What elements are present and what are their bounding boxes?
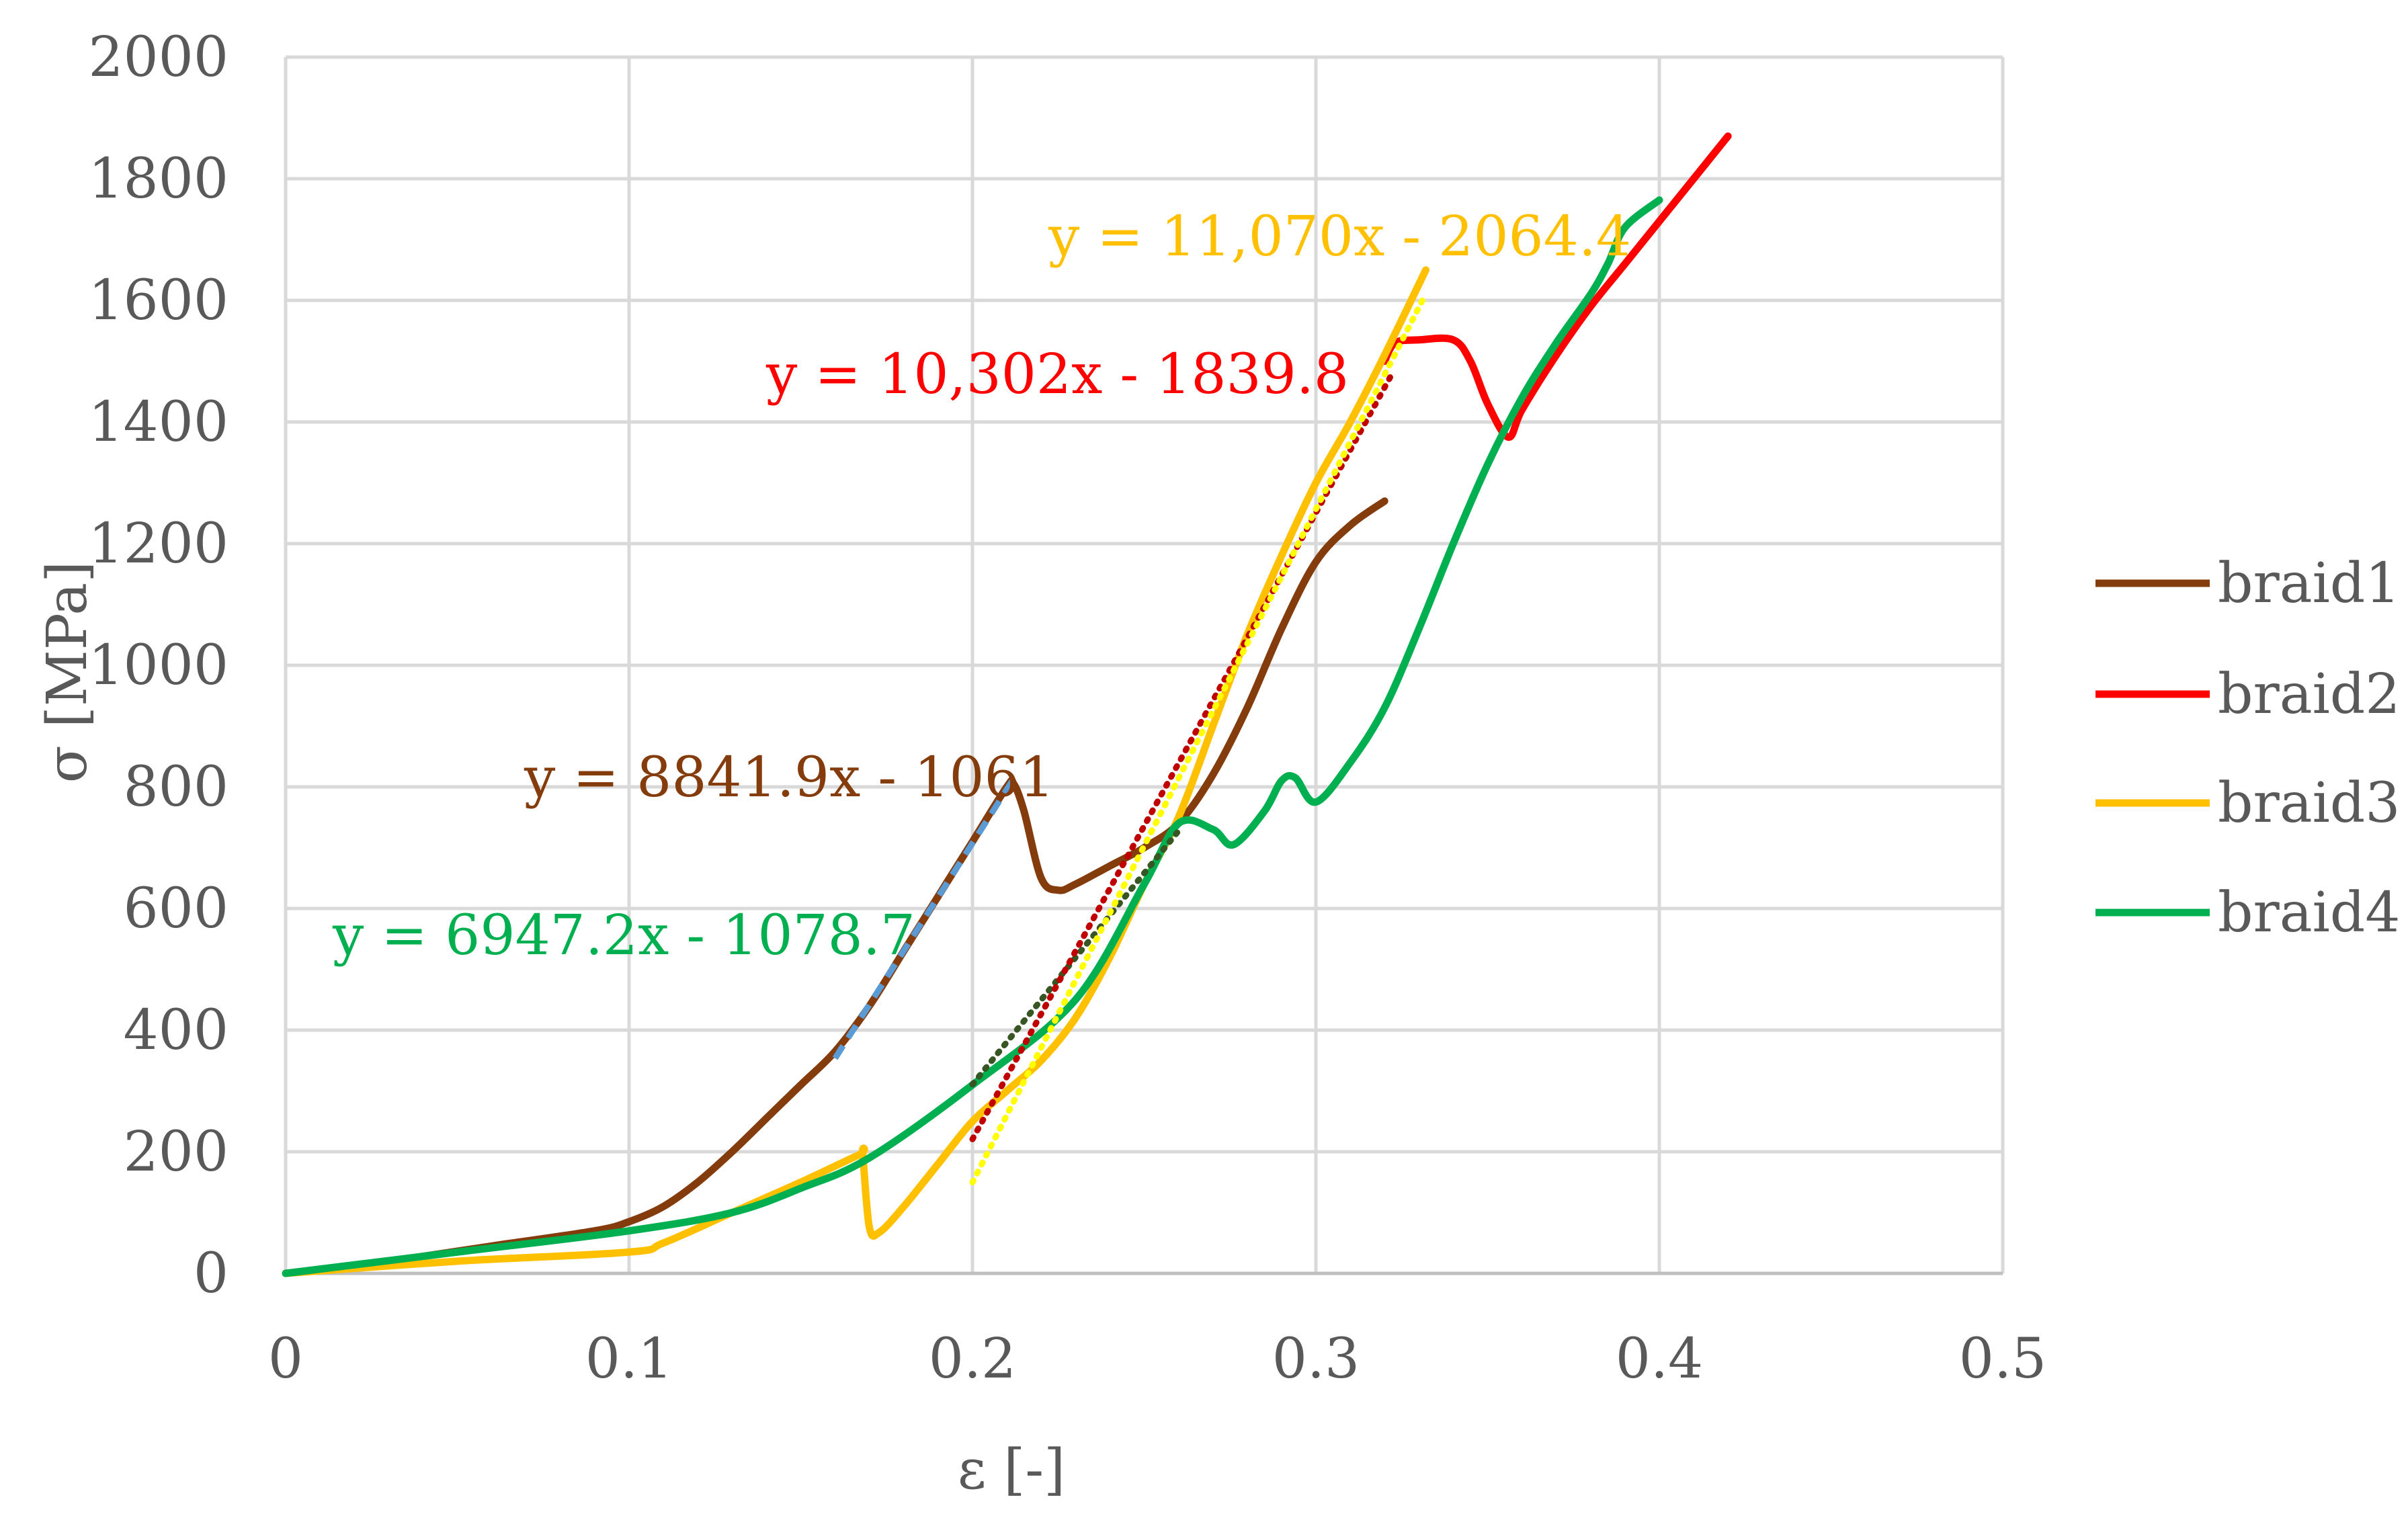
y-tick-label: 0 xyxy=(194,1242,229,1306)
x-tick-label: 0.3 xyxy=(1272,1327,1360,1391)
series-line-braid4 xyxy=(282,196,1663,1277)
y-tick-label: 200 xyxy=(123,1120,229,1184)
x-tick-label: 0.1 xyxy=(585,1327,673,1391)
y-tick-label: 400 xyxy=(123,999,229,1062)
trendline-braid3 xyxy=(969,290,1429,1186)
y-tick-label: 600 xyxy=(123,877,229,941)
x-axis-title: ε [-] xyxy=(958,1438,1065,1502)
y-tick-label: 2000 xyxy=(88,26,229,89)
x-axis-ticks: 0 0.1 0.2 0.3 0.4 0.5 xyxy=(268,1327,2046,1391)
y-tick-label: 1200 xyxy=(88,512,229,576)
trendline-braid1 xyxy=(832,777,1017,1060)
legend: braid1 braid2 braid3 braid4 xyxy=(2095,552,2400,945)
trendline-equation-braid3: y = 11,070x - 2064.4 xyxy=(1048,205,1631,269)
series-lines xyxy=(282,132,1732,1277)
y-tick-label: 1800 xyxy=(88,147,229,211)
y-axis-title: σ [MPa] xyxy=(36,561,99,783)
legend-label-braid3: braid3 xyxy=(2218,771,2400,835)
y-axis-ticks: 0 200 400 600 800 1000 1200 1400 1600 1800 2000 xyxy=(88,26,229,1306)
series-line-braid2 xyxy=(1380,132,1732,441)
y-tick-label: 1400 xyxy=(88,390,229,454)
series-line-braid1 xyxy=(282,497,1388,1277)
legend-label-braid1: braid1 xyxy=(2218,552,2400,616)
x-tick-label: 0.5 xyxy=(1959,1327,2046,1391)
y-tick-label: 800 xyxy=(123,755,229,819)
trendline-equation-braid2: y = 10,302x - 1839.8 xyxy=(765,343,1349,407)
y-tick-label: 1600 xyxy=(88,269,229,333)
x-tick-label: 0 xyxy=(268,1327,303,1391)
y-tick-label: 1000 xyxy=(88,634,229,697)
series-line-braid3 xyxy=(282,266,1429,1277)
grid xyxy=(284,55,2005,1275)
x-tick-label: 0.4 xyxy=(1616,1327,1703,1391)
legend-label-braid4: braid4 xyxy=(2218,881,2400,945)
trendline-equation-braid4: y = 6947.2x - 1078.7 xyxy=(332,904,915,968)
trendline-equation-braid1: y = 8841.9x - 1061 xyxy=(524,746,1054,810)
trendlines xyxy=(832,290,1429,1186)
legend-label-braid2: braid2 xyxy=(2218,663,2400,726)
trendline-braid4 xyxy=(969,828,1182,1088)
x-tick-label: 0.2 xyxy=(929,1327,1016,1391)
